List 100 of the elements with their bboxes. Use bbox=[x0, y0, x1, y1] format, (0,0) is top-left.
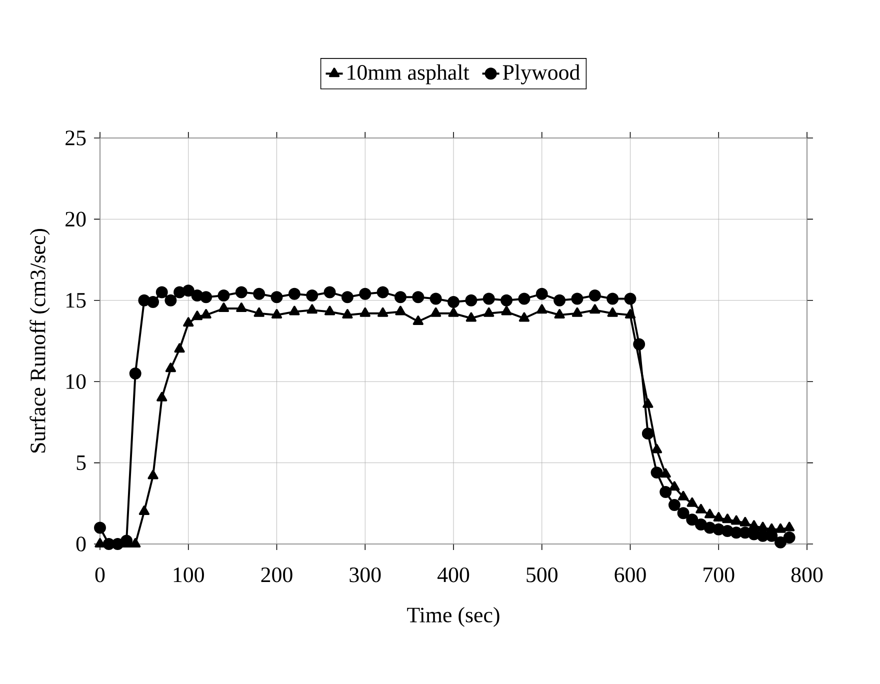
point bbox=[536, 304, 548, 314]
y-tick-label: 25 bbox=[66, 130, 86, 146]
point bbox=[94, 538, 106, 548]
point bbox=[377, 307, 388, 317]
point bbox=[218, 302, 230, 312]
point bbox=[554, 309, 565, 319]
point bbox=[633, 338, 646, 350]
point bbox=[572, 307, 583, 317]
point bbox=[156, 392, 168, 402]
point bbox=[430, 292, 442, 305]
point bbox=[412, 291, 424, 304]
point bbox=[518, 292, 530, 305]
y-tick-label: 5 bbox=[76, 456, 86, 470]
point bbox=[164, 294, 177, 306]
point bbox=[607, 307, 618, 317]
point bbox=[324, 286, 336, 298]
point bbox=[694, 518, 707, 530]
point bbox=[660, 486, 672, 498]
point bbox=[624, 292, 636, 305]
x-tick-label: 400 bbox=[437, 567, 470, 582]
point bbox=[395, 306, 406, 316]
point bbox=[430, 307, 442, 317]
point bbox=[650, 466, 663, 479]
point bbox=[288, 288, 300, 300]
point bbox=[192, 310, 203, 320]
point bbox=[394, 291, 406, 304]
point bbox=[518, 312, 530, 322]
point bbox=[253, 288, 266, 300]
point bbox=[678, 490, 689, 500]
point bbox=[148, 470, 158, 480]
y-tick-label: 15 bbox=[66, 293, 86, 308]
point bbox=[306, 290, 318, 302]
x-axis-title: Time (sec) bbox=[407, 607, 500, 627]
point bbox=[360, 307, 370, 317]
point bbox=[200, 309, 212, 319]
point bbox=[730, 515, 742, 525]
point bbox=[642, 428, 654, 440]
point bbox=[182, 284, 194, 297]
point bbox=[94, 522, 106, 534]
point bbox=[774, 536, 786, 548]
point bbox=[775, 523, 786, 533]
point bbox=[713, 512, 724, 522]
point bbox=[306, 304, 318, 314]
point bbox=[235, 286, 248, 298]
point bbox=[341, 291, 354, 304]
point bbox=[376, 286, 389, 298]
point bbox=[686, 514, 698, 526]
point bbox=[200, 291, 212, 304]
point bbox=[590, 304, 600, 314]
point bbox=[236, 302, 247, 312]
point bbox=[129, 368, 142, 380]
x-tick-label: 200 bbox=[261, 567, 292, 582]
legend-label: 10mm asphalt bbox=[348, 64, 470, 84]
point bbox=[482, 292, 495, 305]
point bbox=[130, 538, 141, 548]
point bbox=[138, 506, 150, 516]
point bbox=[412, 316, 424, 326]
point bbox=[359, 288, 372, 300]
point bbox=[448, 307, 459, 317]
point bbox=[740, 516, 750, 526]
x-tick-label: 500 bbox=[526, 567, 558, 582]
point bbox=[500, 294, 513, 306]
point bbox=[554, 294, 566, 306]
point bbox=[704, 508, 716, 518]
point bbox=[174, 343, 185, 353]
point bbox=[183, 317, 194, 327]
point bbox=[783, 532, 796, 544]
y-tick-label: 20 bbox=[66, 212, 86, 227]
point bbox=[669, 481, 680, 491]
point bbox=[501, 306, 512, 316]
point bbox=[342, 309, 353, 319]
point bbox=[156, 286, 168, 298]
y-tick-label: 10 bbox=[66, 374, 86, 389]
point bbox=[642, 398, 654, 408]
point bbox=[270, 291, 283, 304]
point bbox=[668, 499, 680, 512]
point bbox=[677, 507, 690, 520]
x-tick-label: 800 bbox=[791, 567, 823, 582]
point bbox=[606, 292, 619, 305]
point bbox=[484, 307, 494, 317]
x-tick-label: 300 bbox=[350, 567, 381, 582]
point bbox=[466, 312, 476, 322]
point bbox=[660, 468, 671, 478]
point bbox=[289, 306, 300, 316]
point bbox=[271, 309, 282, 319]
point bbox=[784, 522, 795, 532]
point bbox=[696, 504, 706, 514]
x-tick-label: 100 bbox=[174, 567, 204, 582]
point bbox=[722, 514, 733, 524]
point bbox=[448, 296, 460, 308]
x-tick-label: 600 bbox=[614, 567, 646, 582]
point bbox=[324, 306, 336, 316]
point bbox=[465, 294, 478, 306]
point bbox=[588, 290, 601, 302]
point bbox=[218, 290, 230, 302]
point bbox=[571, 292, 584, 305]
x-tick-label: 0 bbox=[95, 567, 105, 582]
y-tick-label: 0 bbox=[76, 536, 86, 552]
point bbox=[254, 307, 264, 317]
point bbox=[651, 444, 662, 454]
